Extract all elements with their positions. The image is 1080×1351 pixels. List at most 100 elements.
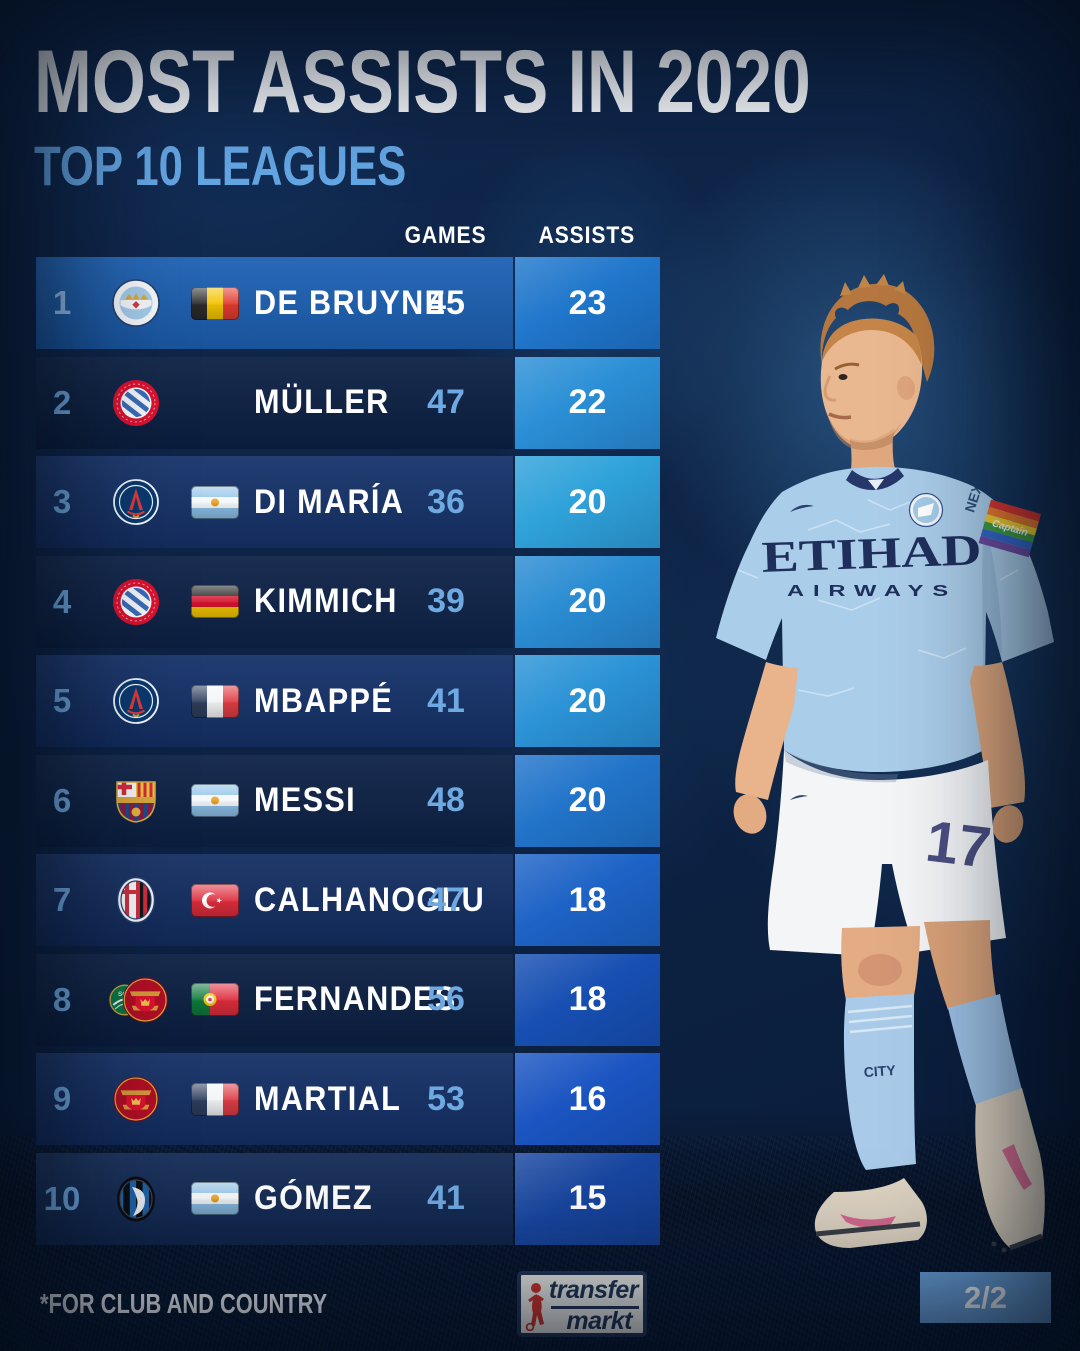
club-crest-slot — [88, 854, 184, 946]
rank-number: 7 — [52, 881, 72, 918]
rank-number: 9 — [52, 1080, 72, 1117]
nation-flag-slot — [184, 585, 246, 618]
nation-flag-slot — [184, 1082, 246, 1116]
games-value: 45 — [427, 283, 465, 322]
flag-germany — [191, 585, 239, 618]
club-crest-barcelona — [116, 780, 156, 823]
club-crest-slot: SCP — [88, 954, 184, 1046]
row-main-strip: 10 GÓMEZ 41 — [36, 1152, 513, 1245]
games-value: 47 — [427, 383, 465, 421]
assists-value-cell: 20 — [515, 754, 660, 847]
club-crest-ac-milan — [116, 876, 156, 924]
club-crest-slot — [88, 456, 184, 548]
games-value: 48 — [427, 781, 465, 819]
games-value: 41 — [427, 681, 465, 720]
rank-number: 2 — [52, 383, 72, 421]
table-row: 10 GÓMEZ 41 15 — [36, 1152, 698, 1245]
row-main-strip: 6 MESSI 48 — [36, 754, 513, 847]
flag-france — [191, 1082, 239, 1116]
table-row: 6 MESSI 48 20 — [36, 754, 698, 847]
assists-value: 18 — [568, 880, 607, 919]
assists-value: 16 — [568, 1079, 607, 1118]
assists-value: 22 — [568, 383, 607, 421]
nation-flag-slot — [184, 1182, 246, 1215]
player-name: MBAPPÉ — [254, 681, 394, 720]
logo-divider — [551, 1306, 639, 1309]
svg-text:CITY: CITY — [863, 1062, 897, 1080]
games-value: 39 — [427, 582, 465, 620]
player-name: GÓMEZ — [254, 1179, 373, 1217]
footnote: *FOR CLUB AND COUNTRY — [40, 1288, 328, 1319]
nation-flag-slot — [184, 883, 246, 917]
table-row: 9 MARTIAL 53 16 — [36, 1053, 698, 1145]
assists-value: 20 — [568, 781, 607, 819]
club-crest-slot — [88, 357, 184, 449]
club-crest-manchester-united — [122, 976, 168, 1023]
assists-value: 20 — [568, 681, 607, 720]
page-title: MOST ASSISTS IN 2020 — [34, 31, 811, 131]
club-crest-manchester-united — [113, 1076, 159, 1122]
column-header-games: GAMES — [405, 222, 487, 249]
row-main-strip: 1 DE BRUYNE 45 — [36, 257, 513, 349]
page-indicator-badge: 2/2 — [920, 1272, 1051, 1323]
flag-turkey — [191, 883, 239, 917]
assists-value: 18 — [568, 980, 607, 1018]
club-crest-bayern-munich — [113, 578, 159, 625]
table-row: 1 DE BRUYNE 45 23 — [36, 257, 698, 349]
row-main-strip: 5 MBAPPÉ 41 — [36, 655, 513, 747]
club-crest-manchester-city — [112, 279, 160, 327]
column-headers: GAMES ASSISTS — [36, 222, 696, 250]
rank-number: 10 — [43, 1179, 81, 1217]
column-header-assists: ASSISTS — [538, 222, 636, 249]
row-main-strip: 9 MARTIAL 53 — [36, 1053, 513, 1145]
brand-word-top: transfer — [548, 1276, 639, 1304]
assists-value-cell: 16 — [515, 1053, 660, 1145]
club-crest-slot — [88, 257, 184, 349]
flag-france — [191, 684, 239, 718]
assists-value-cell: 23 — [515, 257, 660, 349]
club-crest-slot — [88, 1053, 184, 1145]
transfermarkt-figure-icon — [525, 1283, 544, 1331]
assists-value: 20 — [568, 482, 607, 521]
flag-argentina — [191, 784, 239, 817]
rank-number: 8 — [52, 980, 72, 1018]
nation-flag-slot — [184, 983, 246, 1016]
player-name: KIMMICH — [254, 582, 398, 620]
flag-argentina — [191, 485, 239, 519]
games-value: 56 — [427, 980, 465, 1018]
assists-value-cell: 20 — [515, 456, 660, 548]
player-illustration: ETIHAD AIRWAYS NEXEN Captain 17 CITY — [716, 274, 1054, 1253]
assists-value: 15 — [568, 1179, 607, 1217]
club-crest-bayern-munich — [113, 379, 159, 426]
assists-value: 20 — [568, 582, 607, 620]
player-name: MARTIAL — [254, 1079, 402, 1118]
club-crest-slot — [88, 655, 184, 747]
row-main-strip: 2 MÜLLER 47 — [36, 356, 513, 449]
rank-number: 3 — [52, 483, 72, 520]
table-row: 5 MBAPPÉ 41 20 — [36, 655, 698, 747]
table-row: 2 MÜLLER 47 22 — [36, 356, 698, 449]
games-value: 53 — [427, 1079, 465, 1118]
player-name: DI MARÍA — [254, 482, 405, 521]
games-value: 36 — [427, 482, 465, 521]
club-crest-slot — [88, 556, 184, 648]
player-name: DE BRUYNE — [254, 283, 447, 322]
assists-value-cell: 20 — [515, 655, 660, 747]
flag-belgium — [191, 286, 239, 320]
assists-value-cell: 20 — [515, 555, 660, 648]
club-crest-slot — [88, 755, 184, 847]
table-row: 7 CALHANOGLU 47 18 — [36, 854, 698, 946]
club-crest-psg — [113, 479, 159, 525]
club-crest-slot — [88, 1153, 184, 1245]
table-row: 4 KIMMICH 39 20 — [36, 555, 698, 648]
svg-text:AIRWAYS: AIRWAYS — [787, 583, 957, 600]
page-subtitle: TOP 10 LEAGUES — [34, 134, 407, 197]
nation-flag-slot — [184, 286, 246, 320]
brand-word-bottom: markt — [566, 1307, 632, 1335]
rank-number: 5 — [52, 682, 72, 719]
assists-value-cell: 18 — [515, 953, 660, 1046]
assists-table: 1 DE BRUYNE 45 23 2 MÜLLER 47 22 3 DI MARÍA 36 2… — [36, 257, 698, 1252]
